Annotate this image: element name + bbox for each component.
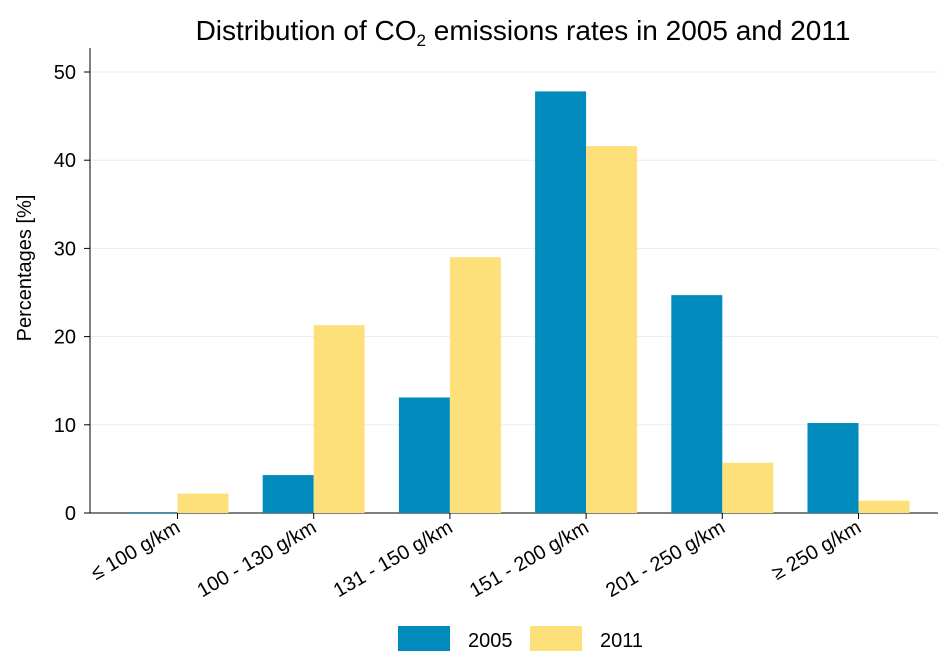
y-tick-label: 50	[54, 62, 76, 84]
bar-2011	[586, 146, 638, 513]
bar-2011	[177, 493, 229, 513]
bar-2005	[807, 423, 859, 513]
bar-2005	[671, 295, 723, 513]
bar-2005	[262, 475, 314, 513]
x-tick-label: 201 - 250 g/km	[602, 516, 729, 602]
x-tick-labels: ≤ 100 g/km 100 - 130 g/km 131 - 150 g/km 15…	[87, 516, 865, 602]
x-tick-label: ≤ 100 g/km	[87, 516, 184, 584]
legend-swatch-2011	[530, 626, 582, 651]
bar-2005	[398, 397, 450, 513]
legend: 2005 2011	[398, 626, 643, 652]
bar-2005	[126, 512, 178, 513]
bar-2011	[858, 500, 910, 513]
y-axis-label: Percentages [%]	[14, 195, 36, 342]
bar-2011	[449, 257, 501, 513]
y-tick-label: 30	[54, 238, 76, 260]
y-tick-labels: 0 10 20 30 40 50	[54, 62, 76, 525]
x-tick-label: 151 - 200 g/km	[466, 516, 593, 602]
y-tick-label: 20	[54, 327, 76, 349]
legend-label-2005: 2005	[468, 630, 513, 652]
bar-2005	[535, 91, 587, 514]
x-tick-label: ≥ 250 g/km	[768, 516, 865, 584]
y-tick-label: 0	[65, 503, 76, 525]
y-tick-label: 10	[54, 415, 76, 437]
bar-2011	[313, 325, 365, 513]
legend-swatch-2005	[398, 626, 450, 651]
axes	[84, 48, 938, 519]
legend-label-2011: 2011	[600, 630, 643, 652]
bar-2011	[722, 462, 774, 513]
gridlines	[90, 71, 938, 426]
x-tick-label: 131 - 150 g/km	[330, 516, 457, 602]
y-tick-label: 40	[54, 150, 76, 172]
chart-title: Distribution of CO2 emissions rates in 2…	[196, 15, 851, 50]
x-tick-label: 100 - 130 g/km	[194, 516, 321, 602]
bars	[126, 91, 910, 514]
